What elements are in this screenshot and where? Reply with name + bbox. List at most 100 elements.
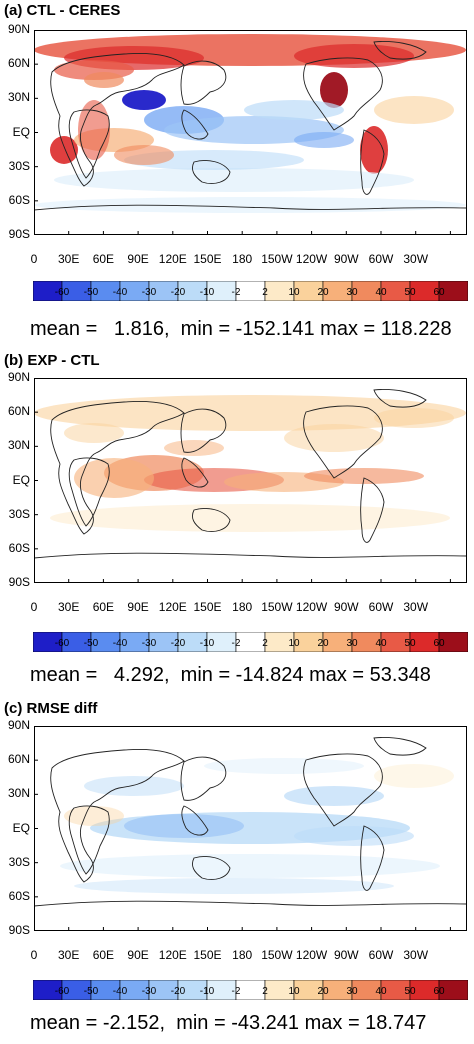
colorbar-tick-label: -50: [84, 638, 99, 649]
colorbar-tick-label: -30: [142, 638, 157, 649]
coastline: [191, 160, 231, 184]
map-plot: [34, 30, 467, 235]
lon-tick-label: 60W: [368, 600, 394, 614]
colorbar-tick-label: -20: [171, 986, 186, 997]
lat-tick-label: 90N: [7, 718, 30, 732]
anomaly-field: [304, 468, 424, 484]
colorbar-tick-label: -30: [142, 287, 157, 298]
anomaly-field: [122, 90, 166, 110]
lon-tick-label: 60W: [368, 948, 394, 962]
lon-tick-label: 150E: [193, 600, 222, 614]
lon-tick-label: 150W: [261, 252, 293, 266]
lon-tick-label: 60E: [92, 600, 115, 614]
coastline: [34, 204, 467, 211]
colorbar: -60 -50 -40 -30 -20 -10 -2 2 10 20 30 40 50 60: [33, 281, 468, 301]
stats-line: mean = 1.816, min = -152.141 max = 118.2…: [30, 318, 452, 340]
colorbar: -60 -50 -40 -30 -20 -10 -2 2 10 20 30 40 50 60: [33, 632, 468, 652]
colorbar-tick-label: -10: [200, 986, 215, 997]
anomaly-field: [50, 504, 450, 532]
lon-tick-label: 120E: [158, 252, 187, 266]
anomaly-field: [54, 168, 414, 192]
colorbar-tick-label: -50: [84, 287, 99, 298]
coastline: [360, 129, 385, 195]
colorbar-tick-label: 50: [404, 638, 416, 649]
colorbar-swatch: [438, 632, 468, 652]
colorbar: -60 -50 -40 -30 -20 -10 -2 2 10 20 30 40 50 60: [33, 980, 468, 1000]
map-plot: [34, 726, 467, 931]
colorbar-tick-label: -50: [84, 986, 99, 997]
lat-tick-label: EQ: [12, 124, 30, 139]
anomaly-field: [50, 136, 78, 164]
anomaly-field: [114, 145, 174, 165]
lat-tick-label: 30S: [8, 506, 30, 521]
lat-tick-label: 30S: [8, 854, 30, 869]
colorbar-tick-label: 40: [375, 638, 387, 649]
coastline: [373, 41, 427, 60]
colorbar-tick-label: 30: [346, 986, 358, 997]
panel-title: (a) CTL - CERES: [4, 2, 121, 19]
lon-tick-label: 90E: [127, 948, 149, 962]
coastline: [303, 405, 383, 479]
lon-tick-label: 180: [232, 600, 253, 614]
colorbar-tick-label: -40: [113, 287, 128, 298]
colorbar-tick-label: 30: [346, 287, 358, 298]
anomaly-field: [78, 100, 110, 160]
lon-tick-label: 90E: [127, 600, 149, 614]
anomaly-field: [244, 100, 344, 120]
anomaly-field: [64, 423, 124, 443]
colorbar-tick-label: 60: [433, 287, 445, 298]
panel-a: (a) CTL - CERES 90N 60N 30N EQ 30S 60S 90S 0 30…: [0, 0, 474, 348]
lat-tick-label: 30N: [7, 438, 30, 453]
lon-tick-label: 30E: [58, 252, 80, 266]
anomaly-field: [84, 776, 184, 796]
coastline: [191, 508, 231, 532]
anomaly-field: [294, 132, 354, 148]
panel-title: (b) EXP - CTL: [4, 352, 100, 369]
coastline: [34, 900, 467, 907]
anomaly-field: [360, 126, 388, 174]
colorbar-tick-label: 60: [433, 986, 445, 997]
lon-tick-label: 30E: [58, 600, 80, 614]
lat-tick-label: EQ: [12, 472, 30, 487]
stats-line: mean = 4.292, min = -14.824 max = 53.348: [30, 664, 431, 686]
anomaly-field: [84, 72, 124, 88]
lon-tick-label: 30W: [403, 948, 429, 962]
colorbar-tick-label: -2: [232, 287, 241, 298]
colorbar-tick-label: -10: [200, 638, 215, 649]
anomaly-field: [164, 440, 224, 456]
anomaly-field: [60, 854, 440, 878]
anomaly-field: [294, 826, 414, 846]
colorbar-swatch: [438, 281, 468, 301]
colorbar-tick-label: 40: [375, 287, 387, 298]
panel-c: (c) RMSE diff 90N 60N 30N EQ 30S 60S 90S 0 30E 6…: [0, 696, 474, 1044]
lat-tick-label: 60N: [7, 752, 30, 767]
lat-tick-label: 90N: [7, 22, 30, 36]
colorbar-tick-label: 50: [404, 986, 416, 997]
lon-tick-label: 60W: [368, 252, 394, 266]
lon-tick-label: 90W: [333, 252, 359, 266]
anomaly-field: [374, 96, 454, 124]
lon-tick-label: 90W: [333, 600, 359, 614]
lat-tick-label: 60N: [7, 56, 30, 71]
coastline: [303, 57, 383, 131]
anomaly-field: [124, 814, 244, 838]
coastline: [180, 756, 227, 801]
lon-tick-label: 0: [30, 948, 38, 962]
lat-tick-label: 90S: [8, 227, 30, 241]
lat-tick-label: 30N: [7, 90, 30, 105]
coastline: [50, 749, 185, 883]
coastline: [373, 389, 427, 408]
lon-tick-label: 30W: [403, 252, 429, 266]
colorbar-swatch: [438, 980, 468, 1000]
colorbar-tick-label: -40: [113, 638, 128, 649]
colorbar-tick-label: 30: [346, 638, 358, 649]
lat-tick-label: 90S: [8, 575, 30, 589]
lon-tick-label: 90E: [127, 252, 149, 266]
lon-tick-label: 0: [30, 600, 38, 614]
anomaly-field: [74, 458, 154, 498]
lon-tick-label: 30W: [403, 600, 429, 614]
colorbar-tick-label: 40: [375, 986, 387, 997]
anomaly-field: [374, 764, 454, 788]
lat-tick-label: 60S: [8, 888, 30, 903]
colorbar-tick-label: 20: [317, 638, 329, 649]
